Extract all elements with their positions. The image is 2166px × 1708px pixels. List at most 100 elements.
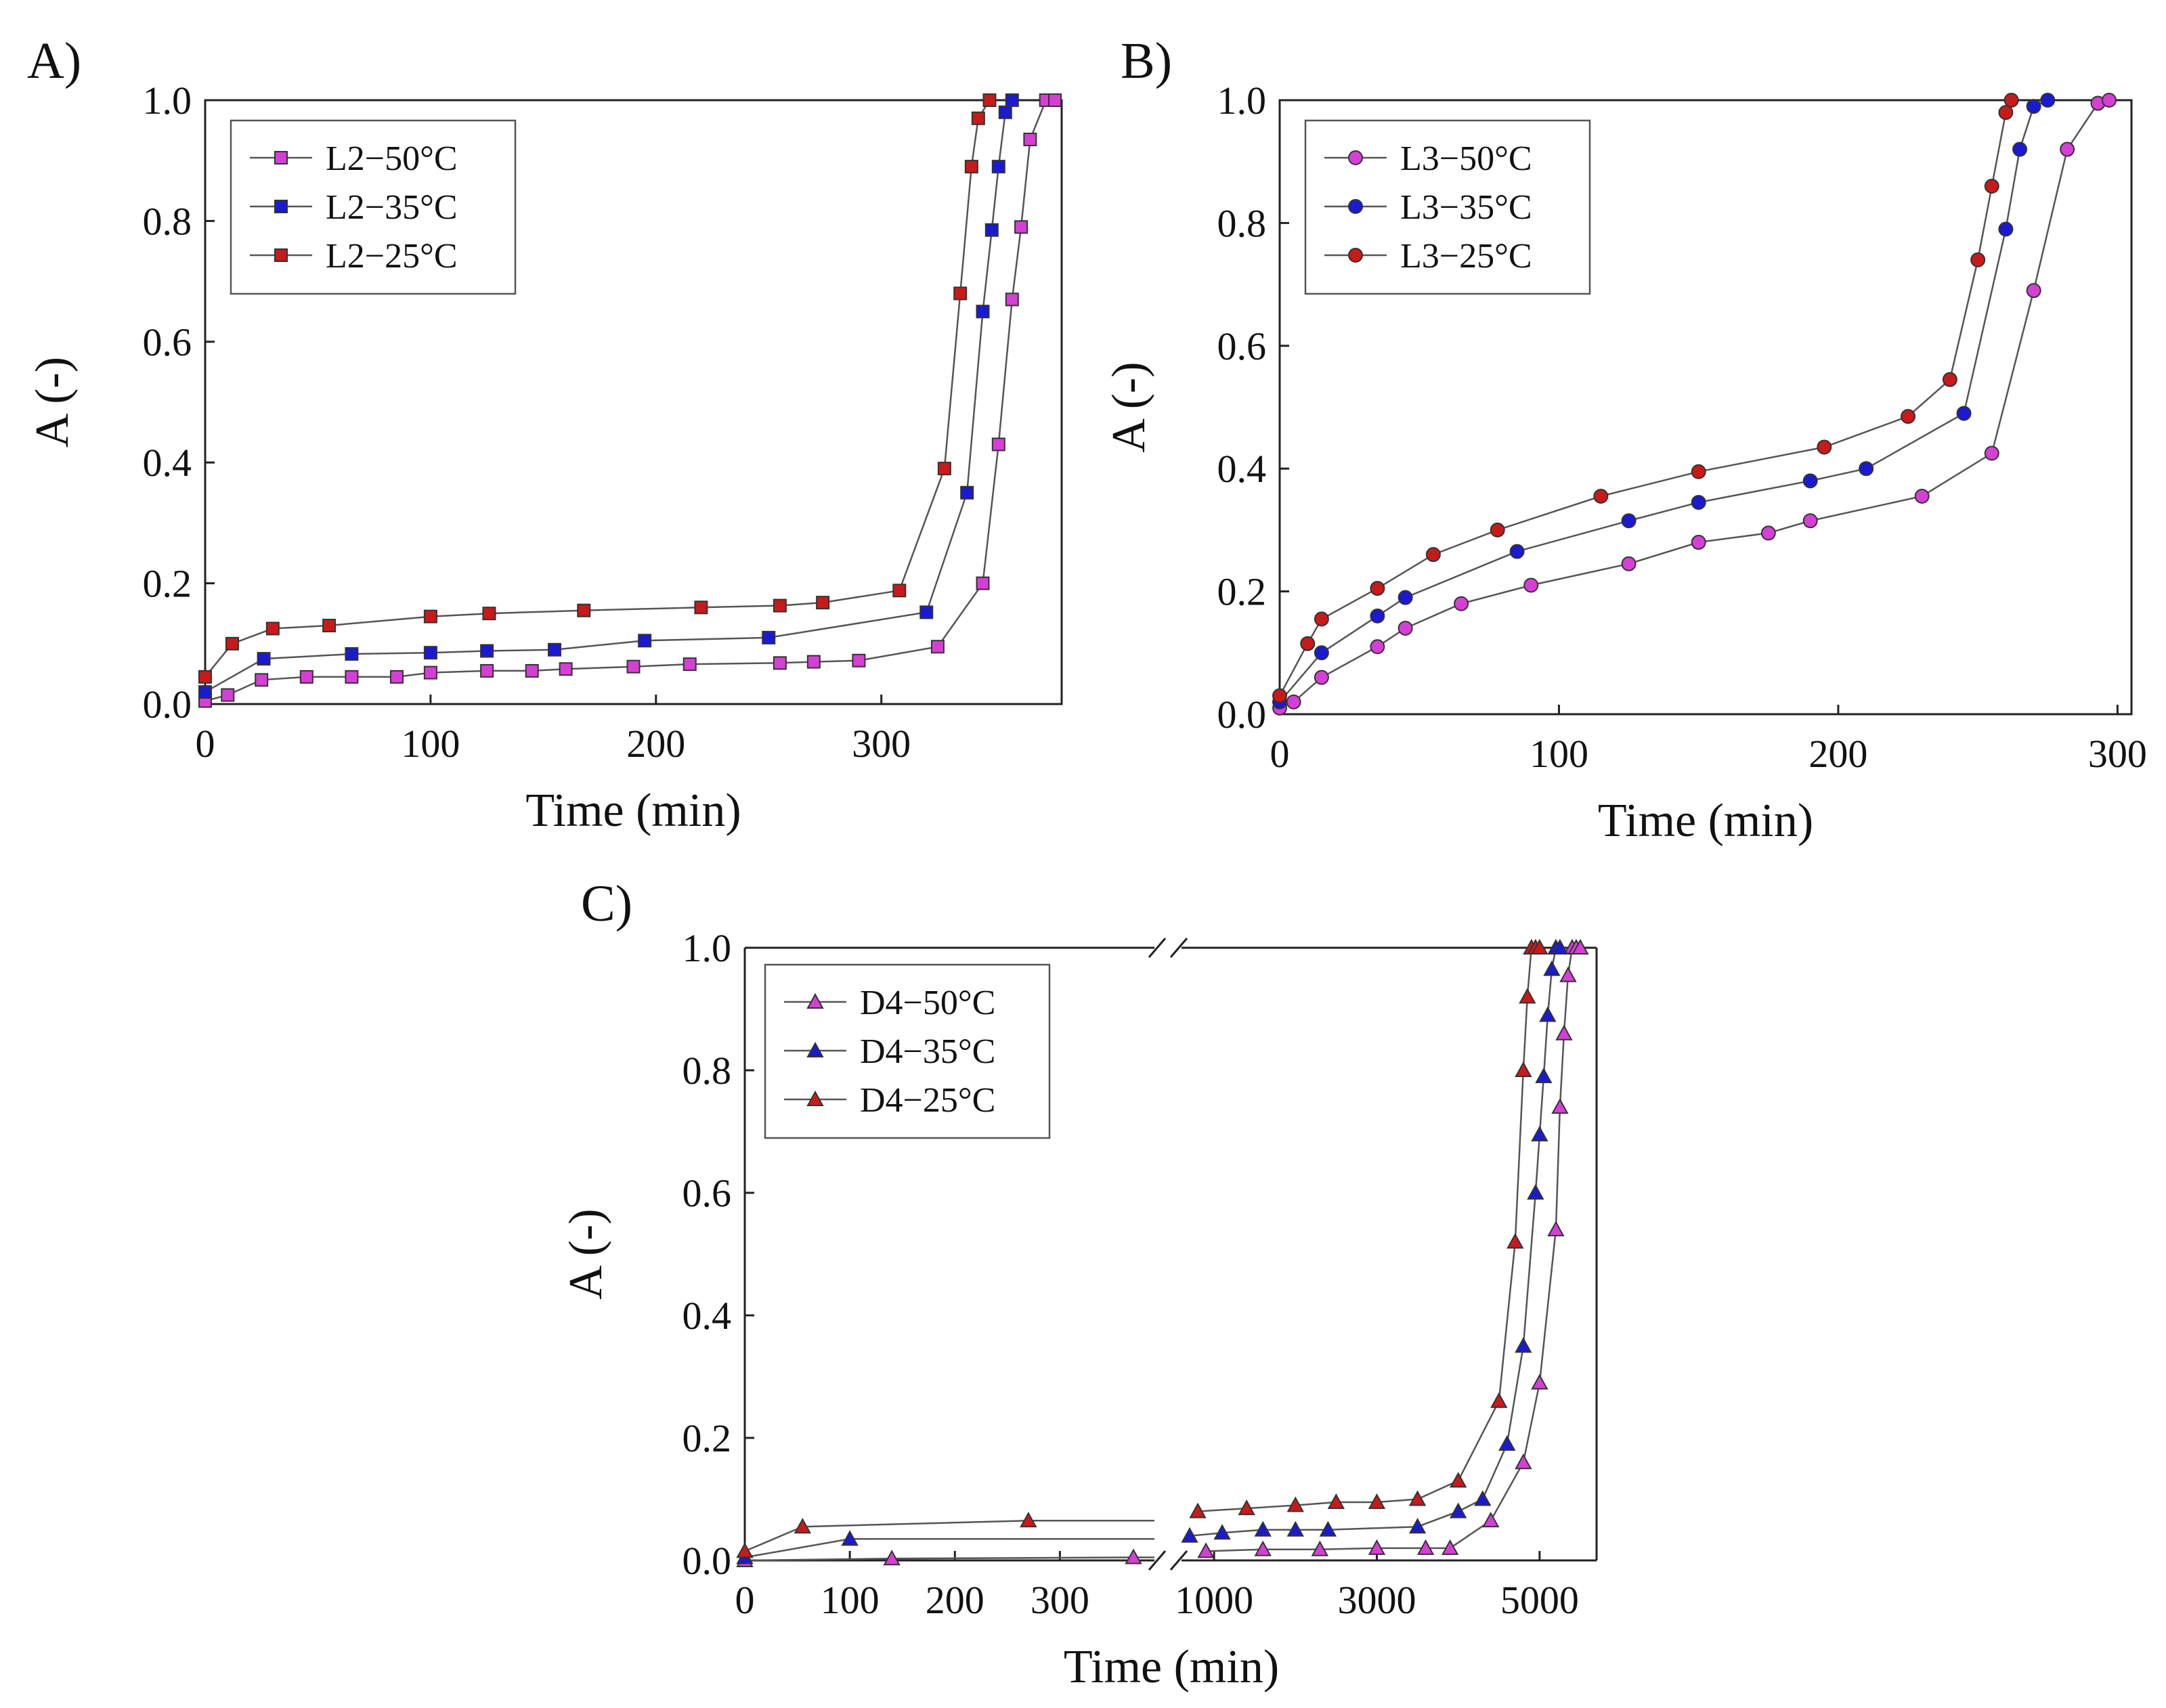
data-point — [1515, 1061, 1532, 1077]
data-point — [559, 662, 573, 676]
data-point — [1314, 670, 1329, 685]
series — [198, 93, 1062, 708]
data-point — [982, 93, 997, 107]
data-point — [1474, 1490, 1492, 1506]
data-point — [1817, 439, 1832, 455]
data-point — [299, 670, 313, 684]
data-point — [2012, 141, 2028, 157]
y-axis-title: A (-) — [560, 1208, 612, 1299]
data-point — [1551, 938, 1569, 955]
data-point — [953, 286, 968, 301]
data-point — [1509, 544, 1525, 559]
data-point — [1555, 1024, 1573, 1041]
x-axis-title: Time (min) — [1064, 1641, 1279, 1693]
legend-swatch-marker — [806, 1090, 824, 1106]
x-tick-label: 300 — [852, 722, 911, 766]
y-tick-label: 0.4 — [143, 441, 192, 485]
data-point — [2003, 93, 2019, 108]
data-point — [816, 596, 830, 610]
panel-label: A) — [27, 32, 81, 89]
data-point — [1970, 252, 1986, 267]
data-point — [964, 160, 978, 174]
y-tick-label: 0.6 — [143, 320, 192, 364]
data-point — [1490, 522, 1505, 538]
data-point — [389, 670, 404, 684]
data-point — [762, 630, 776, 644]
data-point — [1449, 1472, 1467, 1488]
data-point — [1398, 621, 1413, 636]
legend: D4−50°C D4−35°C D4−25°C — [764, 963, 1051, 1139]
legend-entry: D4−50°C — [860, 984, 995, 1022]
data-point — [1531, 938, 1548, 955]
series — [1272, 93, 2019, 703]
data-point — [1254, 1520, 1272, 1537]
data-point — [1482, 1512, 1500, 1528]
data-point — [1370, 581, 1385, 596]
data-point — [1593, 489, 1609, 504]
y-tick-label: 0.2 — [1217, 570, 1267, 614]
legend: L3−50°C L3−35°C L3−25°C — [1304, 119, 1591, 295]
series-line-right — [1206, 946, 1580, 1552]
plot-frame — [1278, 99, 2133, 716]
data-point — [1368, 1493, 1386, 1510]
axis-break-mark — [1148, 938, 1167, 958]
panel-label: B) — [1121, 32, 1172, 89]
data-point — [1197, 1542, 1215, 1558]
legend-entry: D4−25°C — [860, 1081, 995, 1120]
series — [198, 93, 1019, 699]
x-tick-label: 300 — [2088, 732, 2147, 776]
data-point — [2026, 99, 2041, 114]
data-point — [1490, 1392, 1508, 1408]
series-line-left — [744, 1538, 1154, 1558]
data-point — [806, 655, 821, 669]
y-tick-label: 0.6 — [683, 1171, 732, 1215]
data-point — [1005, 292, 1019, 307]
x-tick-label: 200 — [626, 722, 685, 766]
series — [1272, 93, 2056, 709]
data-point — [773, 656, 787, 670]
data-point — [225, 636, 239, 651]
data-point — [2040, 93, 2056, 108]
data-point — [1449, 1502, 1467, 1518]
data-point — [1691, 535, 1706, 550]
data-point — [198, 685, 212, 699]
data-point — [1368, 1539, 1386, 1555]
y-tick-label: 0.4 — [683, 1294, 732, 1338]
x-tick-label: 100 — [401, 722, 460, 766]
data-point — [1408, 1518, 1427, 1534]
data-point — [1370, 639, 1385, 655]
data-point — [423, 646, 437, 660]
data-point — [991, 437, 1005, 452]
x-tick-label: 0 — [1270, 732, 1290, 776]
data-point — [1802, 513, 1818, 529]
data-point — [2026, 283, 2041, 299]
x-tick-label: 200 — [1808, 732, 1867, 776]
data-point — [1621, 556, 1637, 571]
series-line-right — [1197, 946, 1540, 1512]
data-point — [1286, 1496, 1304, 1512]
axis-break-mark — [1169, 938, 1188, 958]
series-line — [204, 100, 991, 678]
data-point — [1398, 590, 1413, 605]
x-tick-label: 200 — [926, 1578, 984, 1622]
data-point — [1515, 1453, 1532, 1470]
data-point — [883, 1550, 901, 1566]
y-tick-label: 0.2 — [143, 562, 192, 606]
panel-label: C) — [581, 875, 632, 932]
data-point — [1454, 596, 1469, 611]
x-tick-label: 100 — [1530, 732, 1588, 776]
data-point — [1048, 93, 1062, 107]
y-tick-label: 0.8 — [1217, 201, 1267, 245]
y-axis-title: A (-) — [1103, 362, 1155, 452]
series — [736, 938, 1569, 1564]
data-point — [971, 111, 985, 125]
legend-swatch-marker — [1348, 248, 1363, 263]
data-point — [345, 647, 359, 661]
data-point — [1286, 1520, 1304, 1537]
legend-swatch-marker — [274, 248, 288, 262]
legend-entry: L3−35°C — [1400, 188, 1532, 227]
series — [198, 93, 997, 684]
data-point — [1956, 406, 1972, 421]
data-point — [1020, 1512, 1037, 1528]
